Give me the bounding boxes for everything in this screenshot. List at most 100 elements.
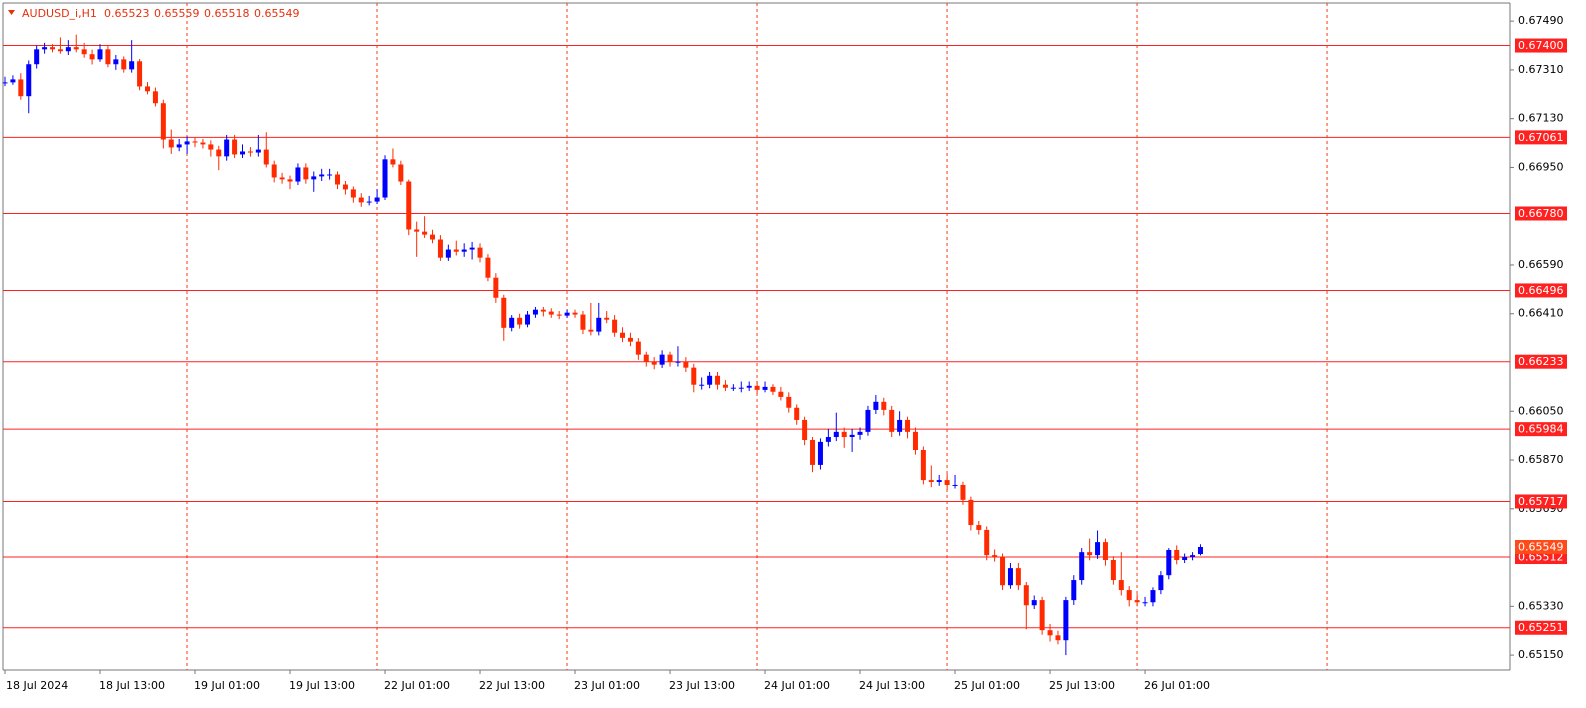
y-tick-label: 0.65150	[1518, 648, 1564, 661]
candle-body	[137, 61, 143, 87]
candle-body	[532, 309, 538, 315]
candle-body	[1000, 557, 1006, 586]
candle-body	[525, 314, 531, 325]
candle-body	[1190, 555, 1196, 558]
x-tick-label: 19 Jul 13:00	[289, 679, 355, 692]
candle-body	[873, 401, 879, 410]
close-price: 0.65549	[254, 7, 300, 20]
candle-body	[430, 234, 436, 240]
candle-body	[627, 337, 633, 342]
candle-body	[944, 480, 950, 485]
candle-body	[1174, 549, 1180, 561]
candle-body	[1071, 580, 1077, 601]
candle-body	[786, 396, 792, 408]
candle-body	[699, 384, 705, 386]
y-tick-label: 0.67490	[1518, 14, 1564, 27]
candle-body	[802, 419, 808, 440]
candle-body	[1031, 600, 1037, 606]
candle-body	[920, 450, 926, 481]
x-tick-label: 23 Jul 01:00	[574, 679, 640, 692]
candle-body	[129, 61, 135, 70]
candle-body	[833, 431, 839, 438]
level-label: 0.65251	[1518, 621, 1564, 634]
level-label: 0.66233	[1518, 355, 1564, 368]
candle-body	[517, 317, 523, 325]
candle-body	[1150, 590, 1156, 603]
candle-body	[152, 91, 158, 104]
candle-body	[366, 201, 372, 203]
candle-body	[57, 49, 63, 52]
candle-body	[881, 401, 887, 410]
y-tick-label: 0.66950	[1518, 160, 1564, 173]
candle-body	[358, 197, 364, 203]
x-tick-label: 25 Jul 13:00	[1049, 679, 1115, 692]
candle-body	[477, 247, 483, 258]
candle-body	[620, 332, 626, 338]
y-tick-label: 0.66410	[1518, 307, 1564, 320]
candle-body	[849, 434, 855, 438]
candle-body	[770, 386, 776, 392]
candle-body	[200, 142, 206, 145]
candle-body	[683, 361, 689, 368]
candle-body	[580, 314, 586, 330]
level-label-box	[1515, 283, 1567, 298]
candle-body	[659, 354, 665, 365]
y-tick-label: 0.66050	[1518, 404, 1564, 417]
candle-body	[10, 79, 16, 83]
candle-body	[556, 314, 562, 316]
candle-body	[1023, 585, 1029, 606]
level-label-box	[1515, 206, 1567, 221]
level-label-box	[1515, 354, 1567, 369]
candle-body	[335, 174, 341, 185]
candle-body	[208, 144, 214, 150]
candle-body	[271, 164, 277, 178]
candle-body	[1134, 600, 1140, 603]
candle-body	[707, 375, 713, 385]
candle-body	[825, 437, 831, 442]
candle-body	[501, 297, 507, 328]
candle-body	[121, 59, 127, 70]
candle-body	[984, 529, 990, 556]
candle-body	[540, 309, 546, 312]
candle-body	[406, 181, 412, 230]
candle-body	[738, 387, 744, 389]
candle-body	[715, 375, 721, 385]
candle-body	[1126, 590, 1132, 601]
level-label-box	[1515, 620, 1567, 635]
candle-body	[1102, 542, 1108, 561]
candle-body	[794, 407, 800, 420]
candle-body	[746, 385, 752, 388]
candle-body	[184, 141, 190, 145]
candle-body	[810, 439, 816, 465]
candle-body	[564, 312, 570, 316]
x-tick-label: 23 Jul 13:00	[669, 679, 735, 692]
level-label: 0.66496	[1518, 284, 1564, 297]
candle-body	[327, 174, 333, 176]
candle-body	[65, 47, 71, 52]
x-tick-label: 24 Jul 01:00	[764, 679, 830, 692]
candle-body	[73, 47, 79, 50]
candle-body	[1182, 557, 1188, 561]
candle-body	[936, 480, 942, 482]
level-label-box	[1515, 422, 1567, 437]
x-tick-label: 26 Jul 01:00	[1144, 679, 1210, 692]
candle-body	[778, 391, 784, 397]
candle-body	[319, 174, 325, 177]
candle-body	[342, 184, 348, 190]
candle-body	[1079, 552, 1085, 581]
candle-body	[722, 384, 728, 388]
candle-body	[374, 197, 380, 202]
candle-body	[422, 231, 428, 235]
candle-body	[1015, 568, 1021, 586]
candle-body	[1166, 549, 1172, 576]
level-label: 0.66780	[1518, 207, 1564, 220]
y-tick-label: 0.67310	[1518, 63, 1564, 76]
x-tick-label: 22 Jul 13:00	[479, 679, 545, 692]
candle-body	[1110, 560, 1116, 581]
candle-body	[445, 249, 451, 258]
candle-body	[89, 54, 95, 60]
candle-body	[1158, 575, 1164, 591]
candle-body	[295, 167, 301, 182]
candle-body	[50, 47, 56, 50]
